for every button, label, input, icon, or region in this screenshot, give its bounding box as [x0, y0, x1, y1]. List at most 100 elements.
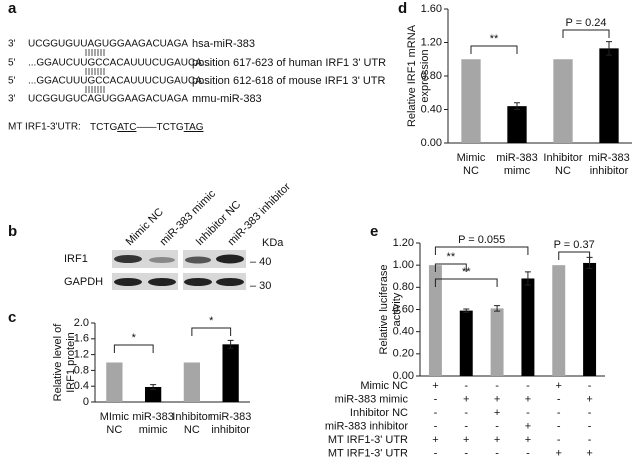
- y-axis-label: Relative IRF1 mRNA: [406, 24, 418, 127]
- prime: 5': [8, 58, 16, 69]
- x-tick-label: Inhibitor: [172, 411, 211, 423]
- sequence-label: position 617-623 of human IRF1 3' UTR: [192, 57, 386, 69]
- bar: [222, 344, 239, 402]
- y-axis-label: IRF1 protein: [65, 332, 77, 393]
- x-tick-label: miR-383: [132, 411, 174, 423]
- bracket: [191, 327, 232, 336]
- condition-sign: -: [588, 420, 592, 432]
- condition-sign: +: [586, 393, 592, 405]
- error-bar: [150, 384, 157, 390]
- y-axis-label: Relative level of: [52, 323, 64, 402]
- condition-sign: -: [588, 434, 592, 446]
- row-label: IRF1: [64, 253, 88, 265]
- prime: 5': [8, 76, 16, 87]
- panel-label: b: [8, 223, 17, 240]
- western-blot: [112, 250, 246, 290]
- panel-label: e: [370, 223, 378, 240]
- bracket: [470, 45, 518, 54]
- sequence-part: ——TCTG: [136, 122, 183, 133]
- bar: [144, 386, 162, 402]
- condition-sign: -: [464, 380, 468, 392]
- bar: [521, 278, 535, 376]
- x-tick-label: inhibitor: [211, 424, 250, 436]
- y-tick-label: 0.60: [393, 303, 414, 315]
- bracket: [434, 278, 498, 287]
- bar: [583, 262, 597, 376]
- condition-label: Inhibitor NC: [350, 407, 408, 419]
- panel-label: c: [8, 309, 16, 326]
- bracket: [113, 344, 154, 353]
- condition-sign: -: [557, 407, 561, 419]
- sequence: ...GGAUCUUGCCACAUUUCUGAUCA...: [28, 58, 210, 69]
- condition-sign: -: [434, 393, 438, 405]
- bar: [552, 265, 566, 376]
- x-tick-label: NC: [463, 165, 479, 177]
- condition-sign: -: [464, 420, 468, 432]
- x-tick-label: NC: [555, 165, 571, 177]
- bar: [459, 310, 473, 376]
- condition-sign: +: [586, 447, 592, 459]
- sequence-part: ATC: [117, 122, 136, 133]
- sequence: UCGGUGUCAGUGGAAGACUAGA: [28, 94, 188, 105]
- condition-sign: +: [525, 434, 531, 446]
- condition-sign: -: [434, 407, 438, 419]
- sequence: UCGGUGUUAGUGGAAGACUAGA: [28, 39, 188, 50]
- annotation: P = 0.24: [565, 17, 606, 29]
- condition-sign: +: [463, 434, 469, 446]
- mutant-label: MT IRF1-3'UTR:: [8, 122, 81, 133]
- x-tick-label: miR-383: [496, 152, 538, 164]
- condition-sign: +: [432, 380, 438, 392]
- condition-sign: -: [588, 380, 592, 392]
- y-axis-label: Relative luciferase: [378, 265, 390, 355]
- panel-label: a: [8, 0, 17, 17]
- condition-sign: -: [464, 447, 468, 459]
- condition-sign: +: [525, 420, 531, 432]
- y-tick-label: 0.80: [421, 70, 442, 82]
- error-bar: [494, 305, 501, 312]
- condition-sign: -: [526, 407, 530, 419]
- condition-sign: -: [557, 393, 561, 405]
- mutant-sequence: TCTGATC——TCTGTAG: [90, 122, 204, 133]
- error-bar: [227, 339, 234, 349]
- prime: 3': [8, 94, 16, 105]
- condition-sign: -: [434, 420, 438, 432]
- x-tick-label: inhibitor: [590, 165, 629, 177]
- sequence: ...GGACUUUGCCACAUUUCUGAUCA...: [28, 76, 210, 87]
- prime: 3': [8, 39, 16, 50]
- y-tick-label: 0.00: [393, 370, 414, 382]
- condition-sign: -: [434, 447, 438, 459]
- base-pairs: [85, 49, 105, 93]
- condition-sign: -: [588, 407, 592, 419]
- error-bar: [463, 308, 470, 313]
- y-tick-label: 1.20: [393, 237, 414, 249]
- annotation: P = 0.37: [554, 239, 595, 251]
- sequence-part: TCTG: [90, 122, 117, 133]
- condition-sign: +: [494, 407, 500, 419]
- bracket: [434, 263, 467, 272]
- condition-sign: -: [526, 380, 530, 392]
- condition-sign: +: [556, 447, 562, 459]
- x-tick-label: miR-383: [210, 411, 252, 423]
- bar: [183, 362, 201, 402]
- annotation: **: [447, 251, 456, 263]
- x-tick-label: mimc: [504, 165, 531, 177]
- y-tick-label: 0.40: [393, 326, 414, 338]
- y-tick-label: 1.00: [393, 259, 414, 271]
- sequence-label: position 612-618 of mouse IRF1 3' UTR: [192, 75, 386, 87]
- marker: – 30: [250, 280, 271, 292]
- y-tick-label: 0.8: [74, 364, 89, 376]
- x-tick-label: MImic: [100, 411, 130, 423]
- sequence-label: hsa-miR-383: [192, 38, 255, 50]
- bar: [507, 106, 527, 143]
- bar: [599, 48, 619, 143]
- condition-sign: -: [557, 434, 561, 446]
- y-tick-label: 0.00: [421, 137, 442, 149]
- x-tick-label: miR-383: [588, 152, 630, 164]
- condition-sign: +: [432, 434, 438, 446]
- sequence-label: mmu-miR-383: [192, 93, 262, 105]
- y-axis-label: activity: [391, 292, 403, 326]
- bracket: [434, 246, 529, 255]
- y-axis-label: expression: [419, 49, 431, 102]
- y-tick-label: 1.6: [74, 333, 89, 345]
- condition-label: MT IRF1-3' UTR: [328, 447, 408, 459]
